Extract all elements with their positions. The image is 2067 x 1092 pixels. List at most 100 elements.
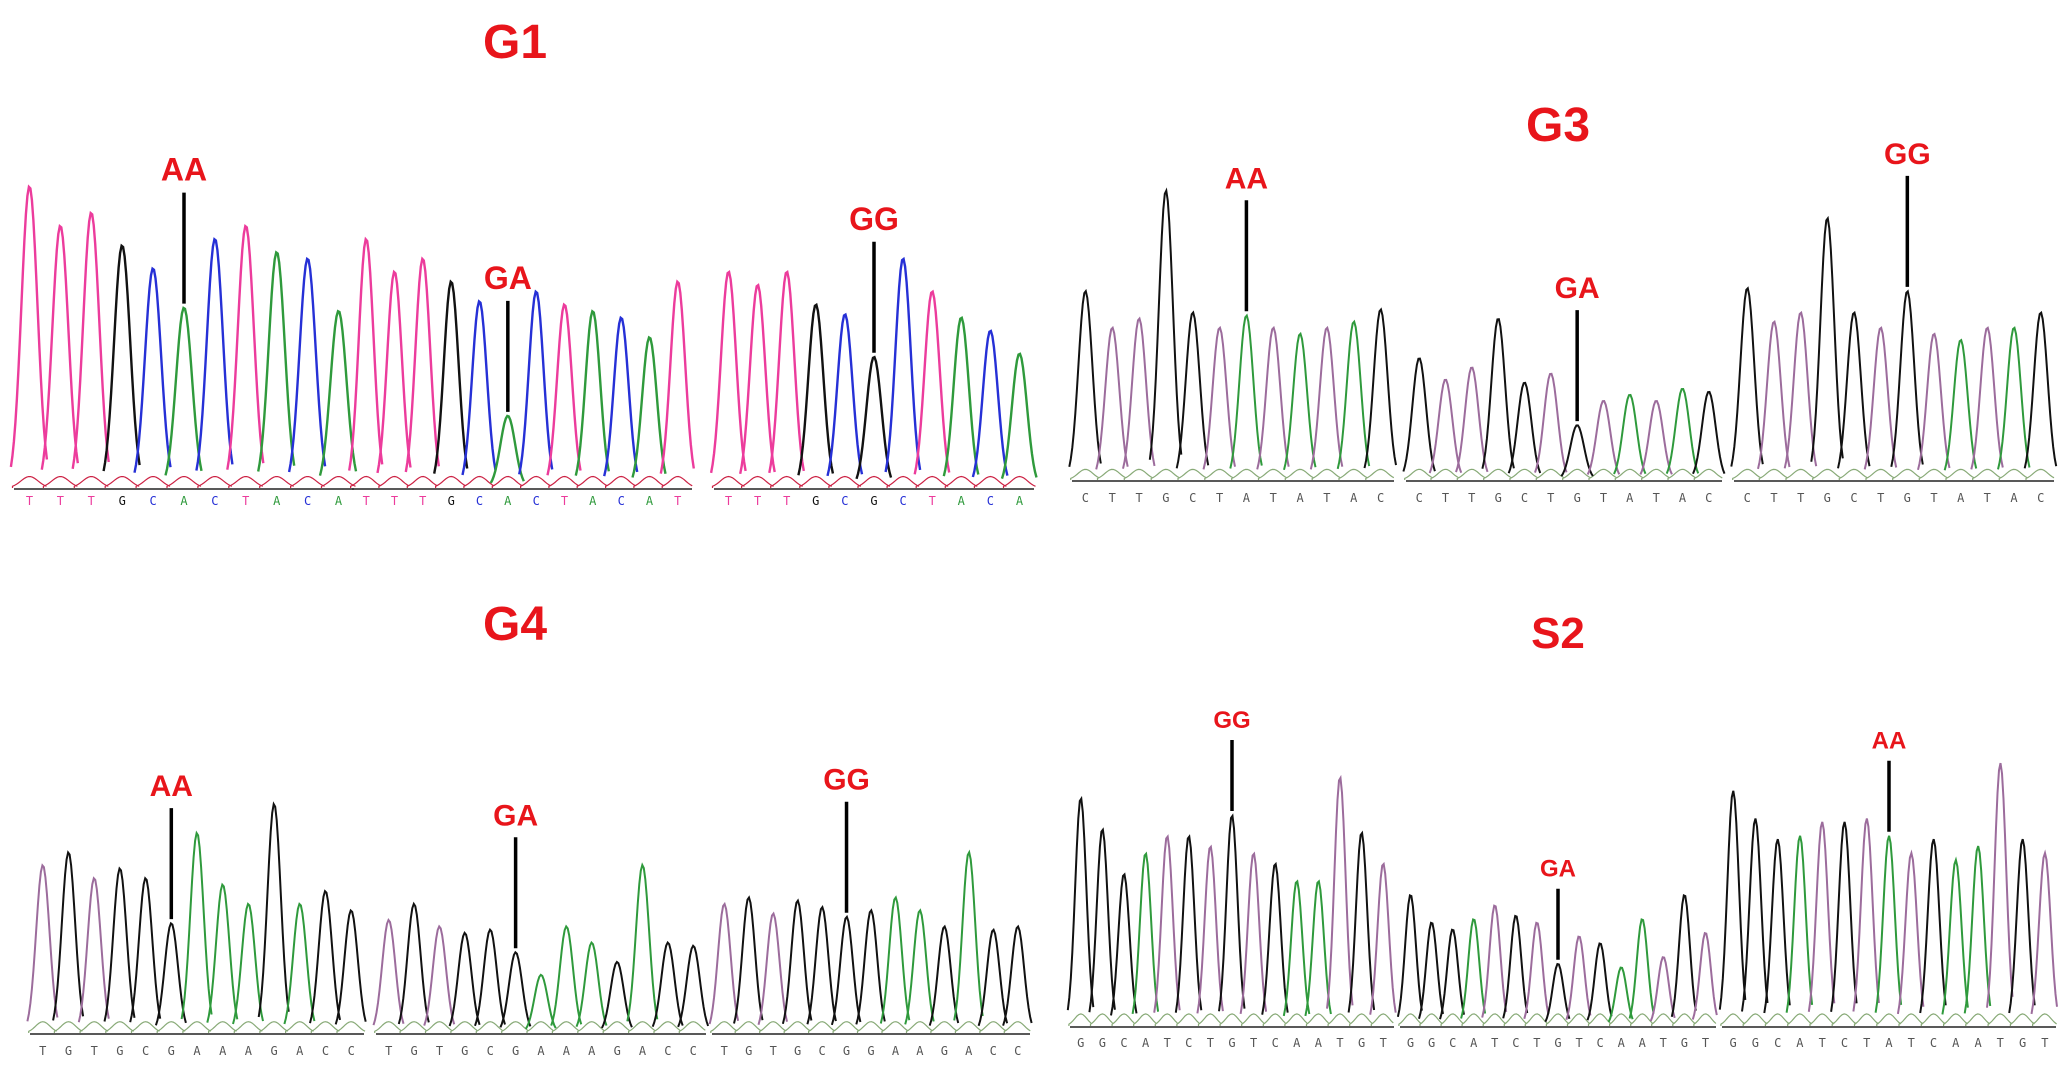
- base-call-label: T: [436, 1044, 443, 1058]
- peak-t: [1783, 310, 1818, 469]
- peak-t: [404, 256, 440, 473]
- peak-c: [1837, 310, 1871, 469]
- base-call-label: G: [794, 1044, 801, 1058]
- base-call-label: G: [461, 1044, 468, 1058]
- base-call-label: G: [941, 1044, 948, 1058]
- peak-c: [1174, 834, 1203, 1013]
- base-call-label: C: [1272, 1036, 1279, 1050]
- peak-t: [1807, 821, 1836, 1012]
- base-call-label: T: [770, 1044, 777, 1058]
- peak-c: [334, 908, 367, 1025]
- base-call-label: C: [1930, 1036, 1937, 1050]
- base-call-label: T: [2041, 1036, 2048, 1050]
- base-call-label: T: [1997, 1036, 2004, 1050]
- genotype-label: GG: [849, 201, 899, 237]
- base-call-label: C: [1596, 1036, 1603, 1050]
- peak-t: [1239, 851, 1268, 1015]
- trace-noise: [1404, 468, 1723, 480]
- base-call-label: A: [1885, 1036, 1893, 1050]
- base-call-label: C: [664, 1044, 671, 1058]
- base-call-label: A: [2010, 491, 2018, 505]
- base-call-label: T: [783, 494, 790, 508]
- peak-t: [757, 911, 788, 1025]
- peak-c: [1402, 357, 1436, 472]
- peak-a: [1304, 879, 1332, 1017]
- trace-s2-3: G G C A T C T A T C A A T G TAA: [1718, 728, 2058, 1050]
- peak-t: [372, 917, 405, 1026]
- base-call-label: C: [211, 494, 218, 508]
- base-call-label: T: [561, 494, 568, 508]
- trace-g3-2: C T T G C T G T A T A C GA: [1402, 272, 1726, 505]
- peak-g: [1218, 813, 1246, 1012]
- base-call-label: A: [1293, 1036, 1301, 1050]
- base-call-label: G: [1099, 1036, 1106, 1050]
- base-call-label: C: [618, 494, 625, 508]
- base-call-label: T: [57, 494, 64, 508]
- peak-t: [1196, 844, 1224, 1014]
- peak-t: [376, 269, 412, 474]
- base-call-label: A: [639, 1044, 647, 1058]
- peak-a: [904, 908, 935, 1025]
- peak-t: [2030, 849, 2058, 1015]
- peak-a: [232, 902, 264, 1025]
- peak-g: [928, 924, 960, 1026]
- trace-noise: [1070, 468, 1395, 480]
- base-call-label: A: [1470, 1036, 1478, 1050]
- base-call-label: A: [1679, 491, 1687, 505]
- genotype-label: GG: [1884, 138, 1931, 171]
- base-call-label: G: [1162, 491, 1169, 505]
- base-call-label: G: [2019, 1036, 2026, 1050]
- base-call-label: T: [91, 1044, 98, 1058]
- genotype-label: GG: [1213, 707, 1250, 734]
- base-call-label: T: [929, 494, 936, 508]
- peak-t: [659, 279, 695, 474]
- peak-t: [1534, 372, 1568, 473]
- genotype-label: AA: [150, 770, 193, 803]
- peak-g: [1396, 893, 1423, 1017]
- base-call-label: C: [1744, 491, 1751, 505]
- base-call-label: T: [1863, 1036, 1870, 1050]
- base-call-label: C: [476, 494, 483, 508]
- peak-a: [550, 924, 583, 1026]
- peak-a: [1665, 387, 1700, 474]
- base-call-label: G: [867, 1044, 874, 1058]
- peak-a: [1336, 319, 1371, 470]
- peak-t: [546, 302, 582, 476]
- peak-a: [257, 250, 296, 472]
- base-call-label: C: [841, 494, 848, 508]
- base-call-label: A: [504, 494, 512, 508]
- panel-title-g3: G3: [1526, 99, 1590, 152]
- base-call-label: G: [448, 494, 455, 508]
- base-call-label: A: [1796, 1036, 1804, 1050]
- peak-g: [1890, 289, 1924, 467]
- base-call-label: A: [1296, 491, 1304, 505]
- peak-c: [603, 315, 639, 477]
- peak-a: [942, 316, 980, 477]
- peak-t: [77, 876, 110, 1023]
- peak-t: [226, 224, 265, 470]
- base-call-label: G: [745, 1044, 752, 1058]
- peak-a: [1613, 393, 1647, 475]
- peak-c: [287, 256, 327, 473]
- base-call-label: G: [270, 1044, 277, 1058]
- base-call-label: A: [563, 1044, 571, 1058]
- peak-a: [164, 306, 203, 476]
- base-call-label: A: [1952, 1036, 1960, 1050]
- peak-t: [1970, 326, 2004, 470]
- peak-g: [448, 931, 481, 1027]
- peak-g: [830, 914, 862, 1026]
- genotype-label: GA: [493, 799, 538, 832]
- base-call-label: T: [1547, 491, 1554, 505]
- peak-c: [2023, 310, 2058, 469]
- trace-g4-1: T G T G C G A A A G A C CAA: [26, 770, 367, 1058]
- genotype-label: AA: [161, 152, 207, 188]
- peak-t: [1202, 325, 1236, 470]
- base-call-label: G: [1729, 1036, 1736, 1050]
- base-call-label: A: [296, 1044, 304, 1058]
- peak-c: [1068, 288, 1102, 467]
- base-call-label: C: [1705, 491, 1712, 505]
